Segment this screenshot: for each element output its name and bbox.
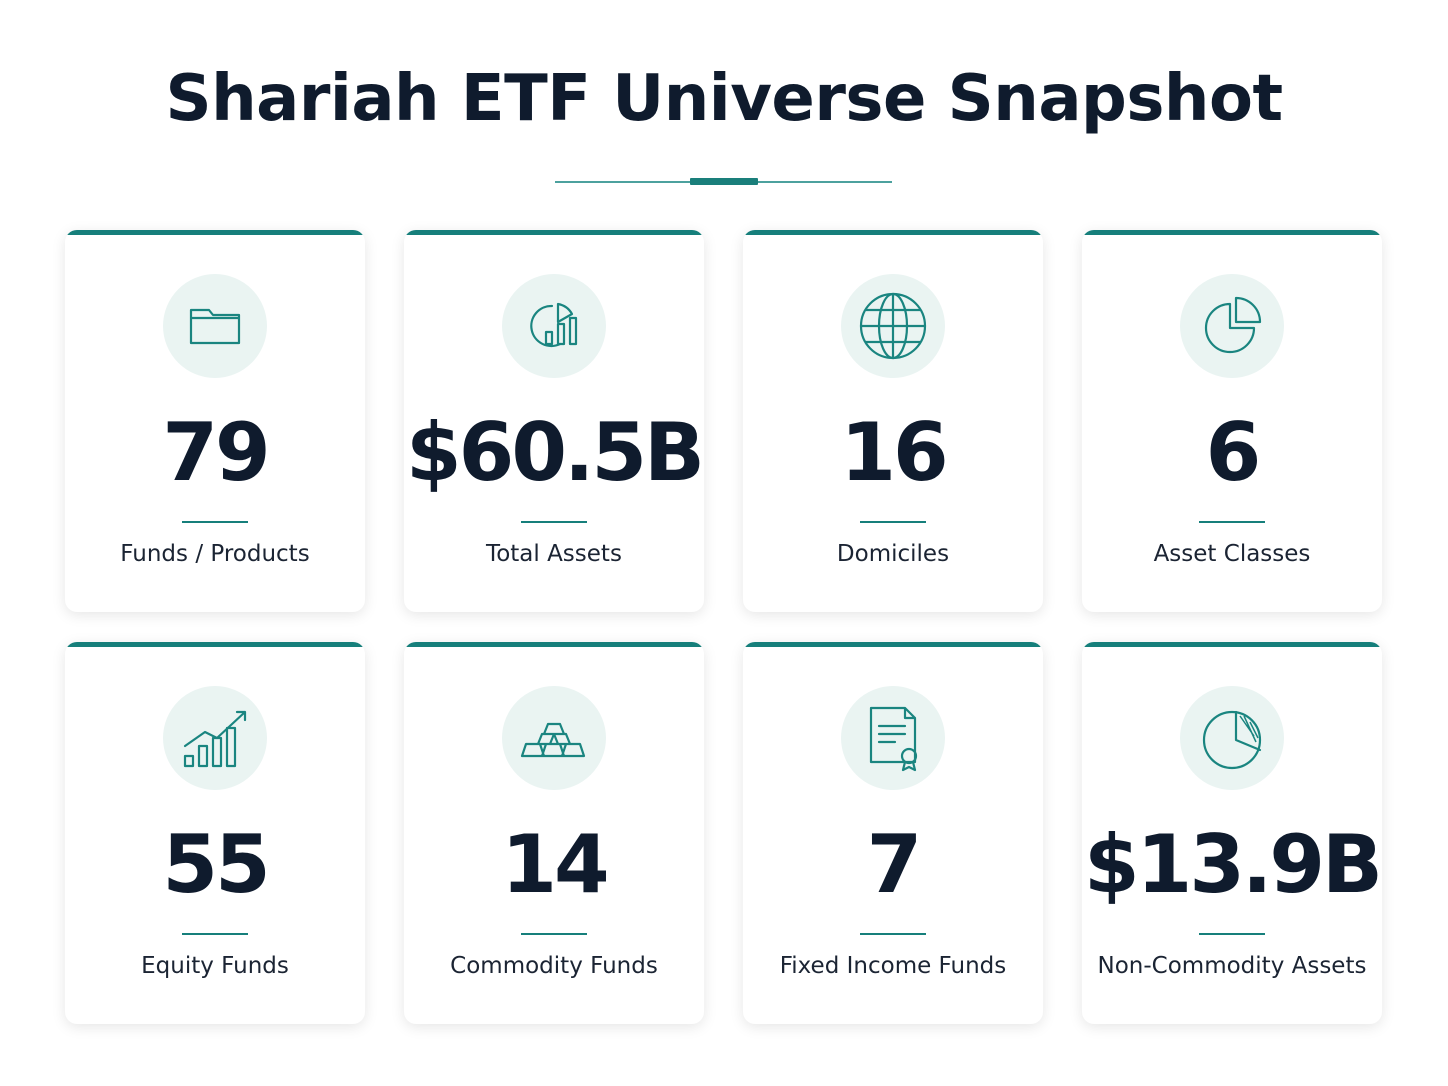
card-icon [502,686,606,790]
stat-value: 79 [162,406,270,499]
card-rule [521,933,587,935]
icon-graphic [189,308,241,345]
card-rule [1199,521,1265,523]
stat-value: 14 [501,818,609,911]
card-rule [1199,933,1265,935]
card-icon [1180,686,1284,790]
stat-label: Funds / Products [120,541,310,567]
icon-graphic [183,710,247,768]
stat-card: 16 Domiciles [743,230,1043,612]
card-accent [743,230,1043,235]
card-rule [521,521,587,523]
stat-card: 7 Fixed Income Funds [743,642,1043,1024]
icon-graphic [859,292,927,360]
stat-value: $13.9B [1083,818,1382,911]
icon-graphic [1202,710,1262,770]
title: Shariah ETF Universe Snapshot [165,62,1283,136]
card-rule [860,933,926,935]
stat-label: Commodity Funds [450,953,658,979]
card-rule [182,521,248,523]
stat-label: Fixed Income Funds [779,953,1007,979]
stat-label: Total Assets [486,541,622,567]
stat-value: $60.5B [405,406,704,499]
card-icon [841,686,945,790]
stat-label: Equity Funds [141,953,289,979]
stat-card: 14 Commodity Funds [404,642,704,1024]
stat-value: 7 [866,818,923,911]
stat-value: 6 [1205,406,1262,499]
stat-value: 16 [840,406,948,499]
card-accent [1082,230,1382,235]
card-accent [404,642,704,647]
card-rule [182,933,248,935]
stat-value: 55 [162,818,270,911]
card-rule [860,521,926,523]
card-icon [841,274,945,378]
card-accent [1082,642,1382,647]
icon-graphic [520,722,586,758]
card-accent [65,230,365,235]
stat-label: Domiciles [836,541,950,567]
stat-card: $13.9B Non-Commodity Assets [1082,642,1382,1024]
stat-label: Asset Classes [1153,541,1311,567]
icon-graphic [1204,296,1262,354]
icon-graphic [869,706,918,772]
icon-graphic [530,302,578,348]
card-accent [404,230,704,235]
card-icon [163,274,267,378]
card-accent [743,642,1043,647]
stat-card: 79 Funds / Products [65,230,365,612]
card-icon [163,686,267,790]
card-icon [502,274,606,378]
divider-accent [690,178,758,185]
card-accent [65,642,365,647]
stat-label: Non-Commodity Assets [1097,953,1367,979]
stat-card: 55 Equity Funds [65,642,365,1024]
stat-card: 6 Asset Classes [1082,230,1382,612]
stat-card: $60.5B Total Assets [404,230,704,612]
card-icon [1180,274,1284,378]
